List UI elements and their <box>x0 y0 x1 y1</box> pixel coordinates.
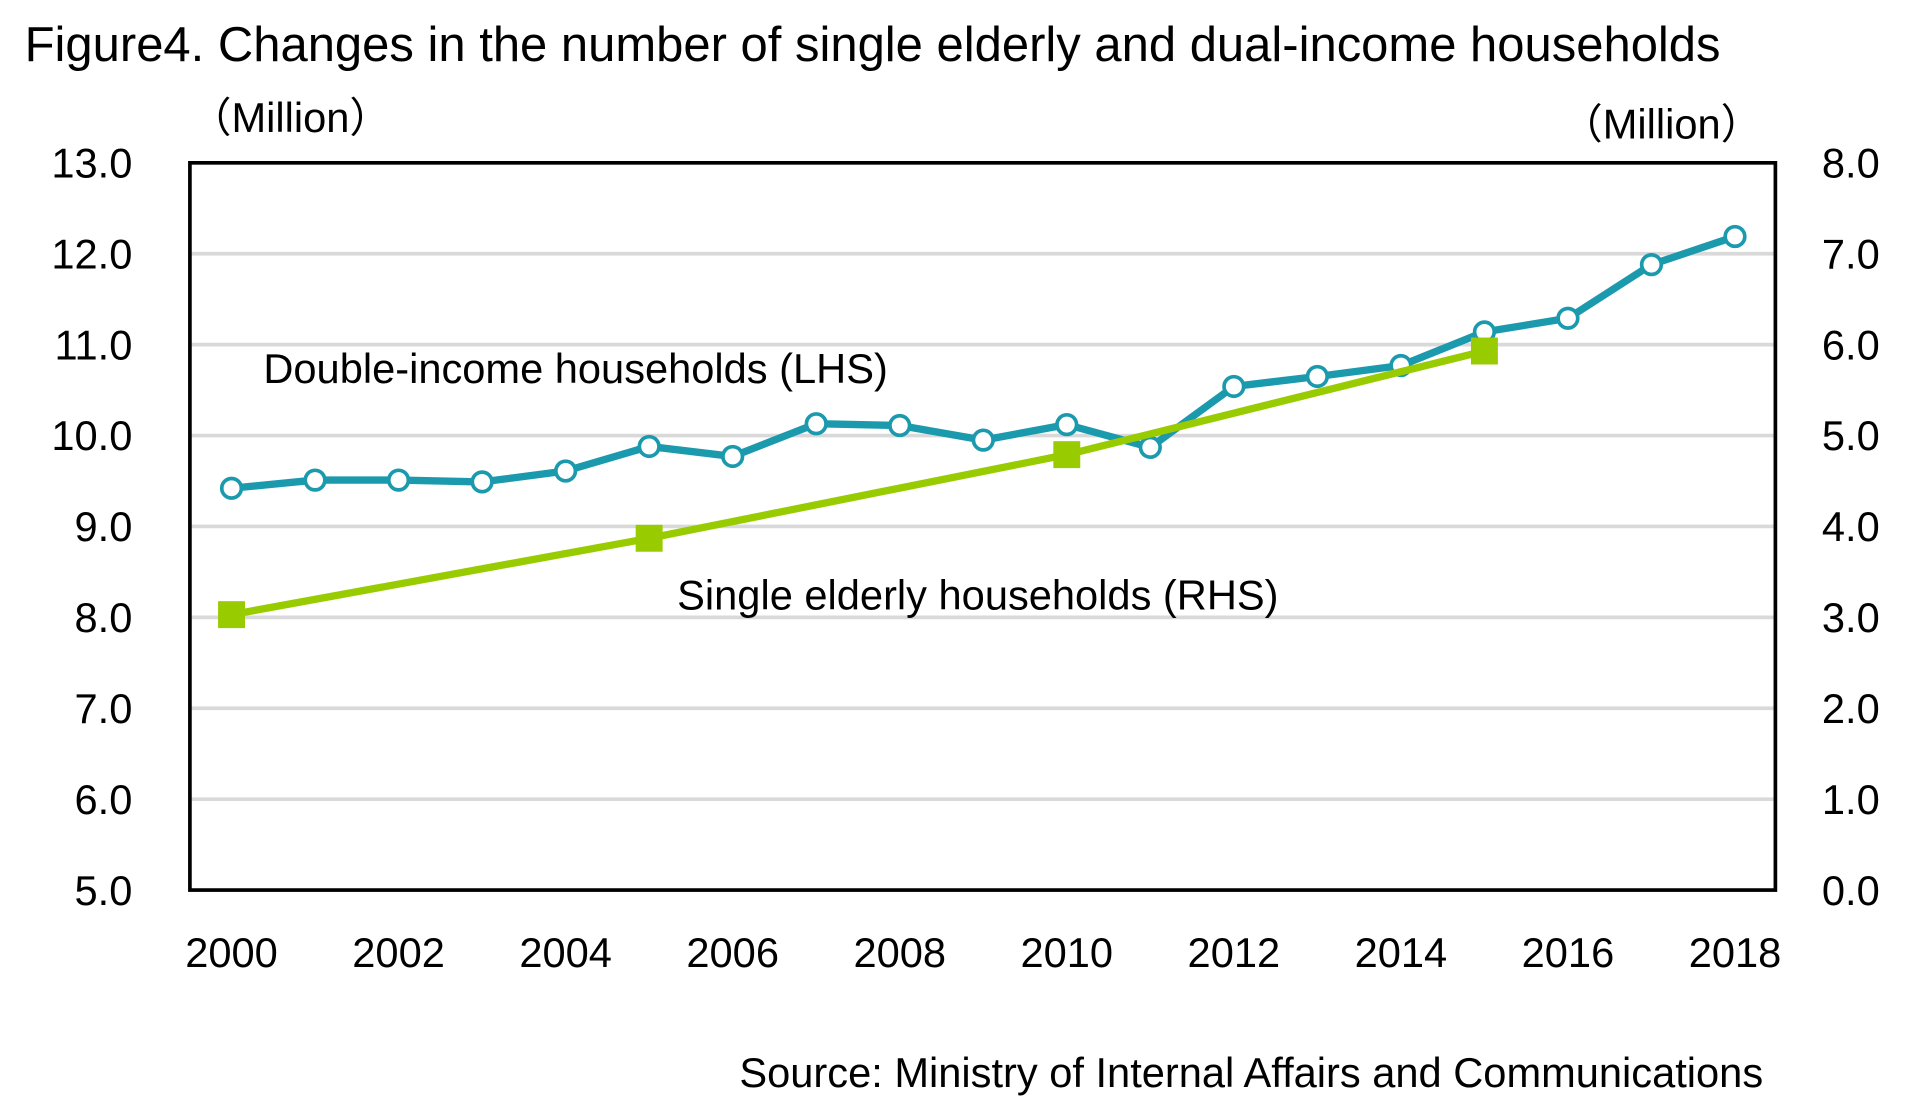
x-tick-label: 2018 <box>1689 929 1782 976</box>
data-point-circle <box>1723 224 1747 249</box>
data-point-circle <box>721 444 745 469</box>
y-left-tick-label: 6.0 <box>75 776 133 823</box>
data-point-circle <box>1222 374 1246 399</box>
x-tick-label: 2010 <box>1020 929 1113 976</box>
x-tick-label: 2008 <box>853 929 946 976</box>
data-point-circle <box>888 413 912 438</box>
x-tick-label: 2004 <box>519 929 612 976</box>
y-left-tick-label: 5.0 <box>75 867 133 914</box>
data-point-circle <box>637 434 661 459</box>
data-point-circle <box>804 412 828 436</box>
y-right-tick-label: 7.0 <box>1822 230 1880 277</box>
data-point-circle <box>1055 413 1079 437</box>
series-label-single-elderly: Single elderly households (RHS) <box>677 572 1278 619</box>
y-right-tick-label: 1.0 <box>1822 776 1880 823</box>
y-right-tick-label: 8.0 <box>1822 140 1880 187</box>
x-tick-label: 2016 <box>1522 929 1615 976</box>
data-point-circle <box>971 428 995 452</box>
y-right-tick-label: 2.0 <box>1822 685 1880 732</box>
data-point-circle <box>386 468 411 492</box>
plot-frame <box>188 160 1778 892</box>
left-axis-unit: （Million） <box>190 94 391 141</box>
y-left-tick-label: 8.0 <box>75 594 133 641</box>
source-note: Source: Ministry of Internal Affairs and… <box>739 1049 1763 1096</box>
data-point-circle <box>1556 306 1580 330</box>
y-right-tick-label: 0.0 <box>1822 867 1880 914</box>
x-tick-label: 2006 <box>686 929 779 976</box>
data-point-circle <box>470 470 494 494</box>
y-right-tick-label: 5.0 <box>1822 412 1880 459</box>
x-tick-label: 2000 <box>185 929 278 976</box>
y-right-tick-label: 4.0 <box>1822 503 1880 550</box>
series-label-double-income: Double-income households (LHS) <box>263 345 887 392</box>
y-right-tick-label: 3.0 <box>1822 594 1880 641</box>
chart-title: Figure4. Changes in the number of single… <box>25 18 1721 72</box>
data-point-circle <box>554 459 578 483</box>
y-left-tick-label: 12.0 <box>51 230 132 277</box>
data-point-circle <box>303 468 327 492</box>
x-tick-label: 2012 <box>1188 929 1281 976</box>
data-point-square <box>218 601 246 629</box>
y-left-tick-label: 9.0 <box>75 503 133 550</box>
data-point-square <box>1053 441 1081 469</box>
series-line-1 <box>230 347 1486 619</box>
x-tick-label: 2014 <box>1355 929 1448 976</box>
data-point-circle <box>1639 253 1664 277</box>
y-right-tick-label: 6.0 <box>1822 321 1880 368</box>
right-axis-unit: （Million） <box>1561 100 1762 147</box>
x-tick-label: 2002 <box>352 929 445 976</box>
y-left-tick-label: 7.0 <box>75 685 133 732</box>
data-point-circle <box>219 476 244 500</box>
y-left-tick-label: 10.0 <box>51 412 132 459</box>
data-point-circle <box>1305 364 1329 389</box>
data-point-square <box>1470 337 1498 365</box>
y-left-tick-label: 11.0 <box>54 321 132 368</box>
data-point-square <box>635 524 663 552</box>
data-point-circle <box>1138 435 1162 459</box>
y-left-tick-label: 13.0 <box>51 140 132 187</box>
